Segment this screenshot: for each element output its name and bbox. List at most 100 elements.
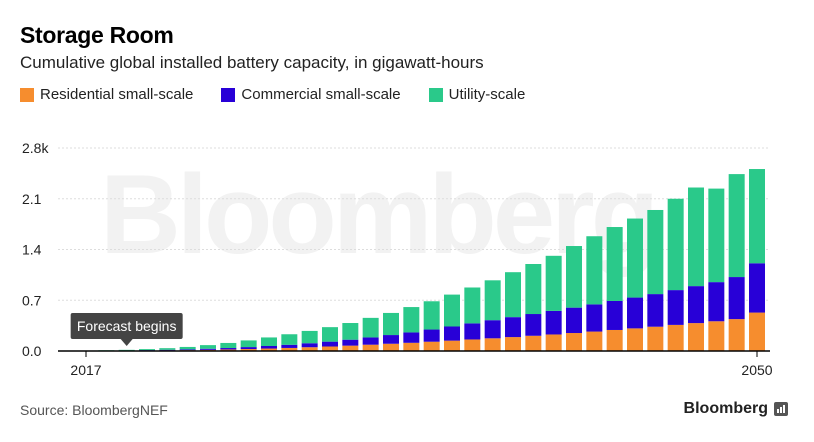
- bar-2024-commercial: [220, 348, 237, 350]
- bar-2032-residential: [383, 343, 399, 351]
- bar-2023-commercial: [200, 348, 216, 350]
- bar-2031-utility: [362, 317, 379, 338]
- bar-2025-residential: [240, 349, 257, 351]
- legend-label-utility: Utility-scale: [448, 86, 526, 103]
- bar-2030-commercial: [342, 339, 359, 346]
- legend-item-residential: Residential small-scale: [20, 86, 193, 103]
- bar-2043-residential: [606, 329, 623, 351]
- bar-2034-utility: [423, 301, 440, 330]
- bar-2046-residential: [667, 324, 684, 351]
- bar-2047-commercial: [688, 286, 704, 324]
- bar-2036-commercial: [464, 323, 481, 340]
- y-tick-label-0: 0.0: [22, 343, 42, 359]
- bar-2044-residential: [627, 328, 643, 351]
- bar-2048-utility: [708, 188, 725, 283]
- brand-name: Bloomberg: [683, 400, 768, 417]
- bar-2032-utility: [383, 312, 399, 336]
- bar-2033-commercial: [403, 332, 420, 343]
- bar-2048-residential: [708, 321, 725, 351]
- bar-2049-residential: [728, 319, 745, 351]
- bar-2029-commercial: [322, 341, 338, 347]
- legend-label-residential: Residential small-scale: [40, 86, 194, 103]
- bar-2045-residential: [647, 326, 664, 351]
- bar-2046-utility: [667, 198, 684, 291]
- bar-2030-utility: [342, 323, 359, 340]
- bar-2039-utility: [525, 264, 542, 315]
- legend-label-commercial: Commercial small-scale: [241, 86, 401, 103]
- bar-2045-utility: [647, 209, 664, 295]
- bar-2034-residential: [423, 341, 440, 351]
- y-tick-label-2: 1.4: [22, 242, 42, 258]
- bar-2045-commercial: [647, 294, 664, 327]
- y-tick-label-1: 0.7: [22, 292, 42, 308]
- bar-2037-utility: [484, 280, 501, 321]
- forecast-callout-text: Forecast begins: [77, 318, 177, 334]
- legend-swatch-residential: [20, 87, 34, 102]
- bar-2047-residential: [688, 323, 704, 351]
- bar-2046-commercial: [667, 290, 684, 325]
- watermark: Bloomberg: [100, 152, 659, 277]
- legend: Residential small-scale Commercial small…: [20, 86, 553, 103]
- bar-2038-utility: [505, 272, 521, 318]
- legend-item-commercial: Commercial small-scale: [221, 86, 401, 103]
- bar-2021-commercial: [159, 349, 176, 351]
- bar-2038-commercial: [505, 317, 521, 338]
- bloomberg-terminal-icon: [774, 402, 788, 416]
- bar-2041-residential: [566, 333, 582, 351]
- bar-2042-utility: [586, 236, 603, 305]
- bar-2037-residential: [484, 338, 501, 351]
- bar-2028-commercial: [301, 343, 318, 348]
- bar-2026-utility: [261, 337, 277, 346]
- x-tick-label-0: 2017: [70, 362, 101, 378]
- chart-title: Storage Room: [20, 22, 174, 48]
- bar-2042-residential: [586, 331, 603, 351]
- y-tick-label-3: 2.1: [22, 191, 42, 207]
- bar-2035-residential: [444, 340, 460, 351]
- bar-2027-utility: [281, 334, 298, 345]
- bar-2025-utility: [240, 340, 257, 348]
- bar-2038-residential: [505, 337, 521, 351]
- bar-2040-utility: [545, 255, 562, 311]
- bar-2044-commercial: [627, 297, 643, 329]
- bar-2044-utility: [627, 218, 643, 298]
- bar-2033-residential: [403, 342, 420, 351]
- bar-2041-commercial: [566, 307, 582, 334]
- bar-2049-commercial: [728, 277, 745, 320]
- bar-2032-commercial: [383, 335, 399, 344]
- bar-2031-commercial: [362, 337, 379, 345]
- bar-2036-residential: [464, 339, 481, 351]
- bar-2040-commercial: [545, 310, 562, 335]
- y-tick-label-4: 2.8k: [22, 140, 49, 156]
- bar-2019-utility: [118, 349, 135, 351]
- brand-logo: Bloomberg: [684, 400, 788, 418]
- bar-2034-commercial: [423, 329, 440, 342]
- bar-2028-residential: [301, 347, 318, 351]
- forecast-callout-box: [70, 313, 183, 339]
- source-note: Source: BloombergNEF: [20, 402, 168, 418]
- bar-2042-commercial: [586, 304, 603, 332]
- bar-2050-commercial: [749, 263, 765, 313]
- legend-item-utility: Utility-scale: [428, 86, 526, 103]
- bar-2048-commercial: [708, 282, 725, 322]
- bar-2026-commercial: [261, 345, 277, 349]
- bar-2043-commercial: [606, 300, 623, 330]
- bar-2037-commercial: [484, 320, 501, 339]
- bar-2035-utility: [444, 294, 460, 327]
- bar-2026-residential: [261, 348, 277, 351]
- legend-swatch-commercial: [221, 87, 236, 102]
- bar-2024-residential: [220, 349, 237, 351]
- bar-2029-utility: [322, 327, 338, 342]
- bar-2039-residential: [525, 335, 542, 351]
- bar-2025-commercial: [240, 347, 257, 350]
- legend-swatch-utility: [428, 87, 443, 102]
- bar-2036-utility: [464, 287, 481, 324]
- bar-2028-utility: [301, 330, 318, 344]
- bar-2021-utility: [159, 348, 176, 350]
- bar-2041-utility: [566, 246, 582, 308]
- bar-2023-utility: [200, 345, 216, 349]
- bar-2027-residential: [281, 347, 298, 351]
- bar-2049-utility: [728, 174, 745, 278]
- bar-2050-utility: [749, 169, 765, 264]
- bar-2035-commercial: [444, 326, 460, 341]
